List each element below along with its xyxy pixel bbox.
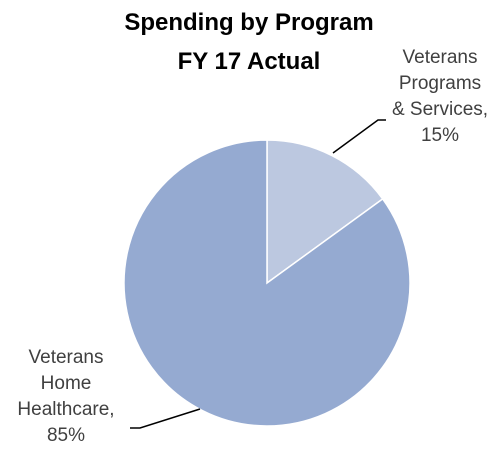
pie-slice-veterans-programs-services <box>266 139 384 285</box>
chart-title-line-1: Spending by Program <box>124 9 374 36</box>
slice-label-line: Veterans <box>402 47 478 68</box>
slice-label-line: Healthcare, <box>17 399 115 420</box>
chart-title-line-2: FY 17 Actual <box>177 48 321 75</box>
slice-label-line: Programs <box>398 73 482 94</box>
slice-label-line: Home <box>40 373 92 394</box>
pie-slice-veterans-home-healthcare <box>123 139 411 427</box>
slice-label-line: Veterans <box>28 347 104 368</box>
leader-line-veterans-home-healthcare <box>130 408 201 429</box>
slice-label-line: & Services, <box>391 99 489 120</box>
leader-line-veterans-programs-services <box>332 119 386 154</box>
slice-label-line: 85% <box>46 425 86 446</box>
slice-label-veterans-programs-services: Veterans Programs & Services, 15% <box>385 45 495 149</box>
slice-label-veterans-home-healthcare: Veterans Home Healthcare, 85% <box>2 345 130 449</box>
slice-label-line: 15% <box>420 125 460 146</box>
